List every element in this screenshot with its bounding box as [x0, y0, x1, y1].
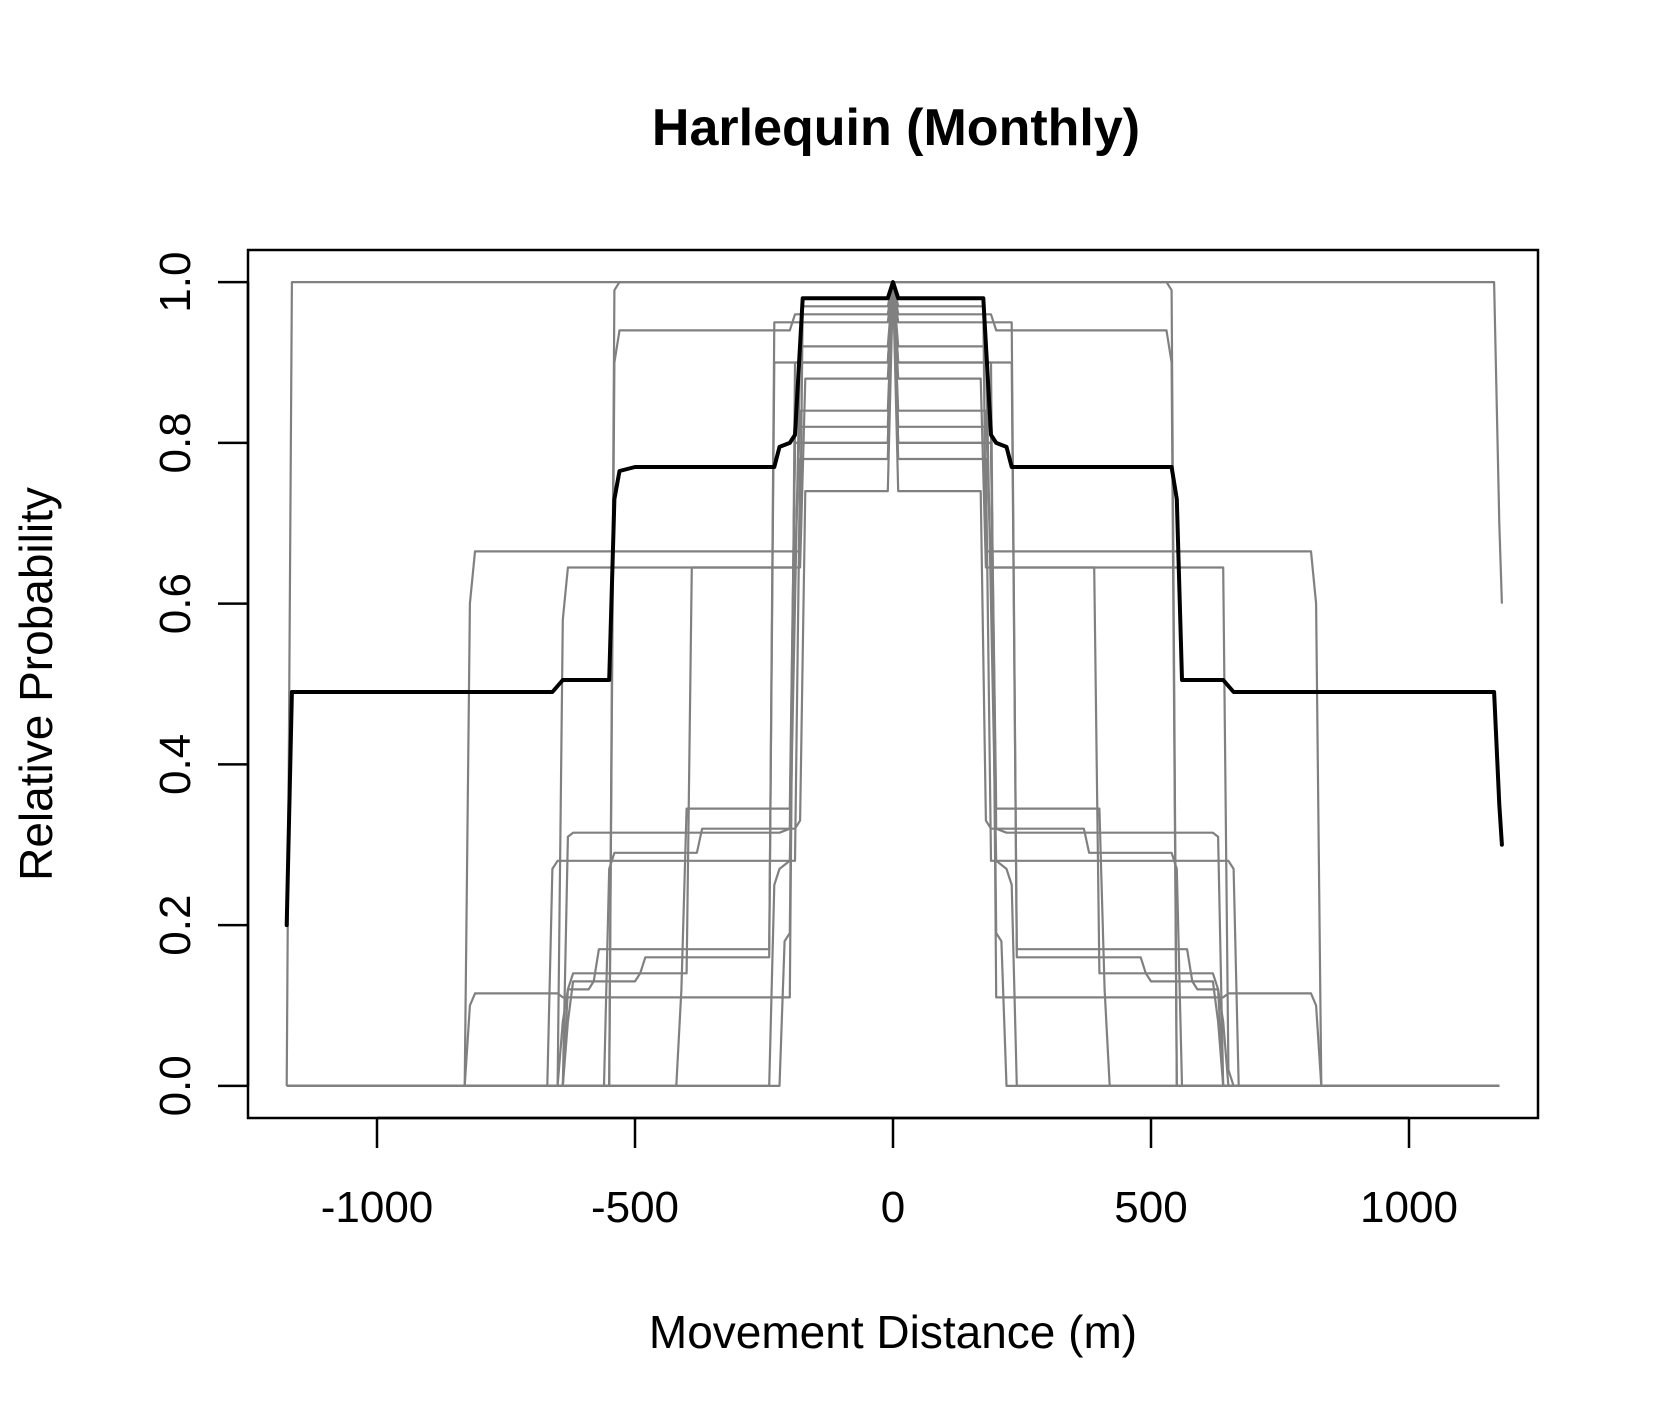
y-axis: 0.0 0.2 0.4 0.6 0.8 1.0: [151, 252, 250, 1116]
mean-series-line: [284, 280, 1504, 928]
y-tick-label: 0.0: [151, 1055, 200, 1116]
x-axis-label: Movement Distance (m): [649, 1306, 1137, 1358]
y-tick-label: 1.0: [151, 252, 200, 313]
x-tick-label: -1000: [321, 1183, 434, 1232]
y-tick-label: 0.6: [151, 573, 200, 634]
mean-series-group: [284, 280, 1504, 928]
y-tick-label: 0.4: [151, 734, 200, 795]
x-tick-label: -500: [591, 1183, 679, 1232]
y-tick-label: 0.8: [151, 412, 200, 473]
x-tick-label: 0: [881, 1183, 905, 1232]
x-tick-label: 1000: [1360, 1183, 1458, 1232]
x-axis: -1000 -500 0 500 1000: [321, 1116, 1458, 1232]
chart-title: Harlequin (Monthly): [652, 99, 1140, 157]
x-tick-label: 500: [1114, 1183, 1187, 1232]
y-tick-label: 0.2: [151, 895, 200, 956]
y-axis-label: Relative Probability: [10, 487, 62, 881]
